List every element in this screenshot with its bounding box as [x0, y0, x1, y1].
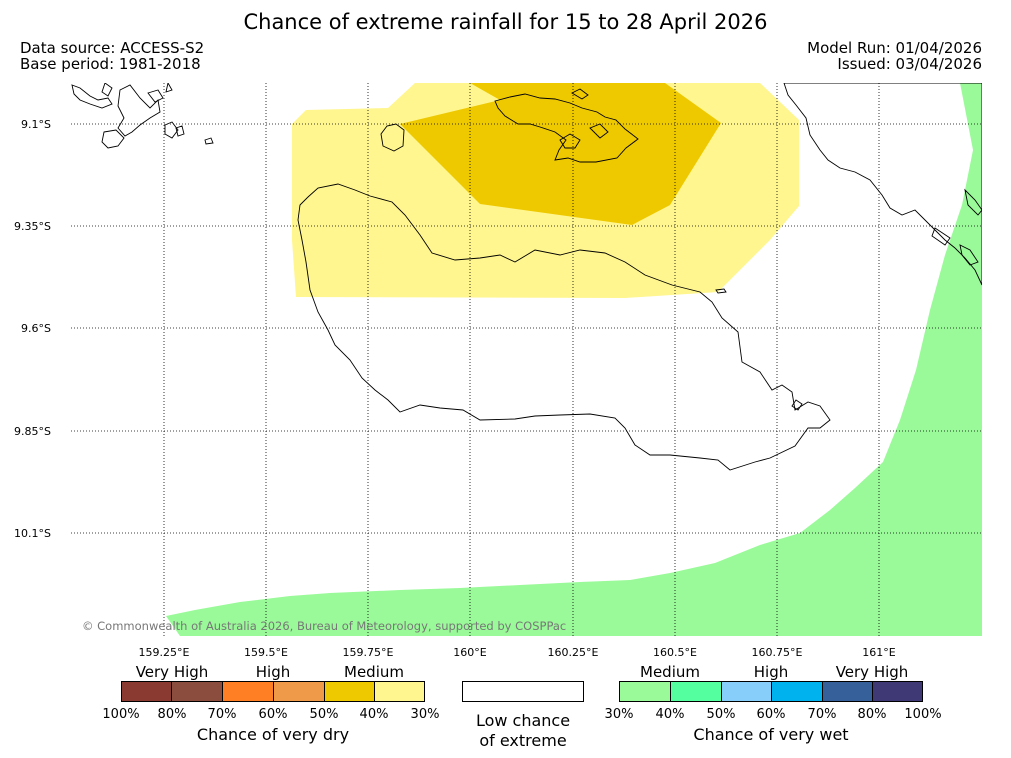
dry-swatch — [222, 681, 274, 702]
lat-label: 9.85°S — [14, 425, 51, 438]
lon-label: 159.25°E — [139, 646, 190, 659]
lon-label: 160.5°E — [653, 646, 697, 659]
wet-tick: 60% — [756, 707, 786, 722]
base-period: Base period: 1981-2018 — [20, 55, 201, 73]
lat-label: 10.1°S — [14, 527, 51, 540]
dry-swatch — [324, 681, 375, 702]
issued-date: Issued: 03/04/2026 — [837, 55, 982, 73]
model-run: Model Run: 01/04/2026 — [807, 39, 982, 57]
lon-label: 160.25°E — [548, 646, 599, 659]
low-chance-swatch — [462, 681, 584, 702]
dry-tick: 70% — [207, 707, 237, 722]
wet-heading-medium: Medium — [640, 663, 700, 681]
lon-labels: 159.25°E 159.5°E 159.75°E 160°E 160.25°E… — [139, 646, 896, 659]
dry-swatch — [121, 681, 172, 702]
wet-tick: 100% — [904, 707, 942, 722]
lon-label: 160°E — [453, 646, 486, 659]
data-source: Data source: ACCESS-S2 — [20, 39, 205, 57]
coastlines — [71, 83, 982, 471]
lat-label: 9.6°S — [21, 322, 51, 335]
dry-tick: 60% — [258, 707, 288, 722]
wet-caption: Chance of very wet — [693, 725, 849, 744]
wet-swatch — [670, 681, 722, 702]
dry-heading-very-high: Very High — [135, 663, 209, 681]
wet-tick: 40% — [655, 707, 685, 722]
dry-swatch — [374, 681, 425, 702]
dry-caption: Chance of very dry — [196, 725, 350, 744]
map-area — [71, 83, 982, 636]
lon-label: 160.75°E — [752, 646, 803, 659]
graticule — [71, 83, 982, 636]
dry-heading-medium: Medium — [344, 663, 404, 681]
dry-tick: 50% — [309, 707, 339, 722]
copyright-notice: © Commonwealth of Australia 2026, Bureau… — [82, 619, 566, 633]
low-chance-caption-2: of extreme — [479, 731, 567, 750]
wet-swatch — [872, 681, 923, 702]
low-chance-caption-1: Low chance — [475, 711, 571, 730]
dry-tick: 40% — [359, 707, 389, 722]
wet-tick: 50% — [706, 707, 736, 722]
wet-tick: 70% — [807, 707, 837, 722]
wet-region — [166, 83, 982, 636]
map-title: Chance of extreme rainfall for 15 to 28 … — [243, 10, 768, 34]
wet-swatch — [619, 681, 671, 702]
wet-heading-high: High — [753, 663, 789, 681]
wet-heading-very-high: Very High — [835, 663, 909, 681]
lat-label: 9.35°S — [14, 220, 51, 233]
dry-region-40-50 — [400, 83, 721, 225]
lon-label: 159.5°E — [244, 646, 288, 659]
wet-swatch — [771, 681, 823, 702]
wet-tick: 80% — [857, 707, 887, 722]
meta-left: Data source: ACCESS-S2 Base period: 1981… — [20, 40, 204, 72]
dry-tick: 80% — [157, 707, 187, 722]
wet-swatch — [822, 681, 873, 702]
wet-swatch — [721, 681, 772, 702]
dry-tick: 100% — [102, 707, 140, 722]
dry-swatch — [171, 681, 223, 702]
lon-label: 159.75°E — [343, 646, 394, 659]
dry-swatch — [273, 681, 325, 702]
lon-label: 161°E — [862, 646, 895, 659]
wet-tick: 30% — [604, 707, 634, 722]
dry-heading-high: High — [255, 663, 291, 681]
lat-label: 9.1°S — [21, 118, 51, 131]
meta-right: Model Run: 01/04/2026 Issued: 03/04/2026 — [807, 40, 982, 72]
lat-labels: 9.1°S 9.35°S 9.6°S 9.85°S 10.1°S — [14, 118, 51, 540]
dry-tick: 30% — [410, 707, 440, 722]
